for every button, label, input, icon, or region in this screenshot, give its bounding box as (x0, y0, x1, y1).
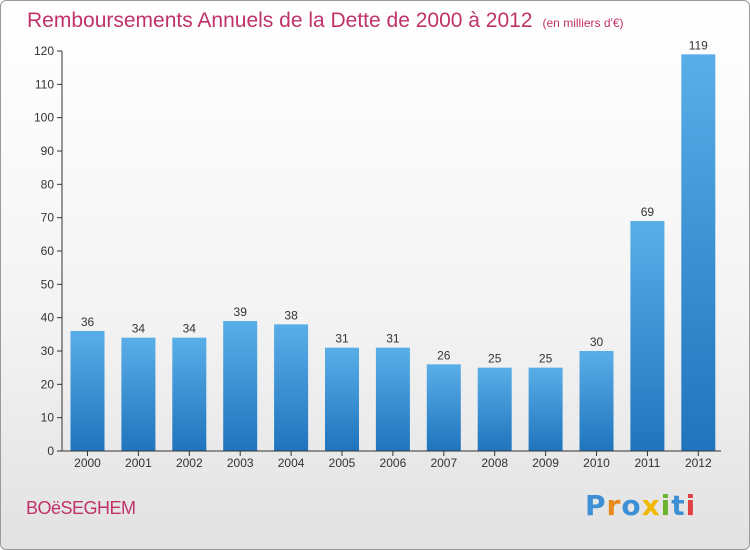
bar-2007 (426, 364, 461, 451)
y-tick-label: 20 (41, 377, 55, 391)
y-tick-label: 90 (41, 144, 55, 158)
data-label: 31 (386, 332, 400, 346)
data-label: 25 (539, 352, 553, 366)
data-label: 38 (284, 308, 298, 322)
data-label: 36 (81, 315, 95, 329)
data-label: 26 (437, 348, 451, 362)
y-tick-label: 10 (41, 411, 55, 425)
brand-logo: Proxiti (585, 489, 697, 522)
x-tick-label: 2005 (329, 456, 356, 470)
x-tick-label: 2012 (685, 456, 712, 470)
x-tick-label: 2004 (278, 456, 305, 470)
y-tick-label: 120 (34, 44, 54, 58)
x-tick-label: 2003 (227, 456, 254, 470)
bar-2011 (630, 221, 665, 451)
bar-2005 (325, 347, 359, 451)
y-tick-label: 50 (41, 277, 55, 291)
y-tick-label: 100 (34, 111, 54, 125)
data-label: 34 (132, 322, 146, 336)
bar-2001 (121, 337, 156, 451)
y-tick-label: 70 (41, 211, 55, 225)
x-tick-label: 2007 (430, 456, 457, 470)
y-tick-label: 80 (41, 177, 55, 191)
commune-name: BOëSEGHEM (26, 498, 136, 518)
x-tick-label: 2011 (634, 456, 660, 470)
bars: 36 34 34 39 38 31 31 26 25 25 30 69 119 (70, 38, 716, 451)
y-tick-label: 110 (35, 77, 54, 91)
y-axis: 0 10 20 30 40 50 60 70 80 90 100 110 120 (34, 44, 63, 458)
bar-2008 (477, 367, 512, 451)
x-tick-label: 2010 (583, 456, 610, 470)
x-tick-label: 2001 (125, 456, 152, 470)
chart-title: Remboursements Annuels de la Dette de 20… (27, 9, 624, 33)
bar-2003 (223, 321, 258, 451)
bar-2000 (70, 331, 105, 451)
data-label: 34 (183, 322, 197, 336)
data-label: 119 (689, 38, 708, 52)
x-tick-label: 2006 (380, 456, 407, 470)
x-tick-label: 2002 (176, 456, 203, 470)
data-label: 31 (335, 332, 349, 346)
bar-2006 (375, 347, 410, 451)
bar-2002 (172, 337, 207, 451)
data-label: 25 (488, 352, 502, 366)
y-tick-label: 30 (41, 344, 55, 358)
title-text: Remboursements Annuels de la Dette de 20… (27, 9, 533, 32)
unit-label: (en milliers d'€) (542, 16, 624, 30)
data-label: 39 (234, 305, 248, 319)
bar-2010 (579, 351, 614, 451)
bar-2012 (681, 54, 716, 451)
y-tick-label: 40 (41, 311, 55, 325)
y-tick-label: 60 (41, 244, 55, 258)
y-tick-label: 0 (47, 444, 54, 458)
x-tick-label: 2008 (481, 456, 508, 470)
bar-2004 (274, 324, 309, 451)
bar-2009 (528, 367, 563, 451)
x-tick-label: 2009 (532, 456, 559, 470)
data-label: 30 (590, 335, 604, 349)
data-label: 69 (641, 205, 655, 219)
x-axis: 2000 2001 2002 2003 2004 2005 2006 2007 2008 2009… (62, 450, 721, 470)
x-tick-label: 2000 (74, 456, 101, 470)
